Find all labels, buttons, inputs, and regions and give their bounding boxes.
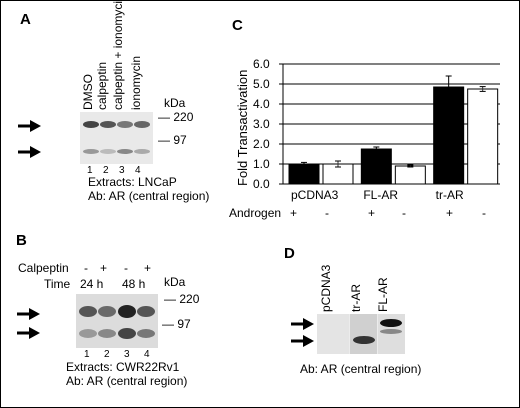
calpeptin-value: + [100, 261, 108, 275]
arrow-icon [17, 308, 40, 320]
calpeptin-value: - [124, 261, 128, 275]
panel-d-label: D [284, 245, 295, 262]
arrow-icon [18, 120, 41, 132]
western-blot-d [317, 314, 405, 354]
lane-label-tr-ar: tr-AR [349, 284, 363, 312]
lane-number: 1 [87, 165, 93, 176]
time-row-label: Time [44, 277, 71, 291]
western-blot-a [80, 112, 153, 164]
androgen-value: + [446, 206, 454, 220]
kda-label-a: kDa [164, 96, 186, 110]
marker-97-b: — 97 [162, 317, 191, 331]
androgen-value: + [290, 206, 298, 220]
lane-number: 3 [124, 349, 130, 360]
western-blot-b [76, 294, 158, 348]
kda-label-b: kDa [164, 275, 186, 289]
extracts-a: Extracts: LNCaP [88, 175, 177, 189]
lane-number: 2 [104, 349, 110, 360]
marker-97-a: — 97 [158, 133, 187, 147]
bar [433, 86, 465, 185]
arrow-icon [18, 146, 41, 158]
antibody-a: Ab: AR (central region) [88, 189, 210, 203]
androgen-value: - [325, 206, 329, 220]
extracts-b: Extracts: CWR22Rv1 [66, 360, 180, 374]
antibody-d: Ab: AR (central region) [300, 362, 422, 376]
arrow-icon [17, 327, 40, 339]
y-tick-label: 1.0 [253, 157, 270, 171]
androgen-value: - [482, 206, 486, 220]
y-tick-label: 0.0 [253, 177, 270, 191]
marker-220-a: — 220 [158, 110, 194, 124]
bar [394, 165, 426, 185]
x-category-label: pCDNA3 [291, 188, 339, 202]
y-tick-label: 6.0 [253, 57, 270, 71]
marker-220-b: — 220 [164, 292, 200, 306]
calpeptin-value: - [84, 261, 88, 275]
androgen-value: - [402, 206, 406, 220]
y-tick-label: 3.0 [253, 117, 270, 131]
y-tick-label: 5.0 [253, 77, 270, 91]
y-tick-label: 2.0 [253, 137, 270, 151]
lane-number: 4 [135, 165, 141, 176]
time-24h: 24 h [80, 277, 104, 291]
lane-number: 1 [84, 349, 90, 360]
x-category-label: tr-AR [435, 188, 464, 202]
x-category-label: FL-AR [363, 188, 398, 202]
lane-number: 4 [144, 349, 150, 360]
lane-label-pcdna3: pCDNA3 [319, 264, 333, 312]
androgen-value: + [368, 206, 376, 220]
androgen-row-label: Androgen [229, 206, 282, 220]
panel-a-label: A [20, 11, 31, 28]
calpeptin-row-label: Calpeptin [18, 261, 69, 275]
bar [360, 148, 392, 185]
antibody-b: Ab: AR (central region) [66, 374, 188, 388]
time-48h: 48 h [122, 277, 146, 291]
arrow-icon [291, 335, 314, 347]
panel-c-label: C [232, 17, 243, 34]
bar [288, 163, 320, 185]
y-tick-label: 4.0 [253, 97, 270, 111]
lane-label-fl-ar: FL-AR [376, 277, 390, 312]
calpeptin-value: + [144, 261, 152, 275]
lane-number: 3 [119, 165, 125, 176]
lane-number: 2 [103, 165, 109, 176]
panel-b-label: B [16, 232, 27, 249]
arrow-icon [291, 318, 314, 330]
bar [467, 88, 499, 185]
